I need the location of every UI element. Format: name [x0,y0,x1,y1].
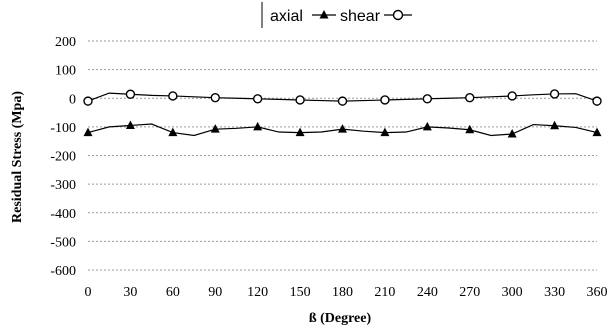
y-tick-label: -300 [50,178,76,193]
data-point-shear [168,91,178,101]
x-axis-title: ß (Degree) [309,311,372,326]
grid-lines [88,40,597,271]
y-tick-label: -600 [50,264,76,279]
data-point-axial [253,121,263,131]
x-tick-label: 90 [208,285,222,300]
y-axis-title: Residual Stress (Mpa) [10,91,25,223]
legend-label-shear: shear [340,8,381,25]
y-tick-label: -500 [50,235,76,250]
data-point-shear [507,91,517,101]
y-tick-label: -100 [50,121,76,136]
data-point-axial [210,124,220,133]
legend: axial shear [261,2,412,28]
data-point-axial [125,120,135,129]
x-tick-label: 210 [374,285,395,300]
data-point-shear [295,95,305,105]
data-point-shear [252,94,263,104]
data-point-axial [550,120,560,130]
y-tick-labels: 200 100 0 -100 -200 -300 -400 -500 -600 [50,35,76,279]
data-point-shear [465,92,475,103]
x-tick-label: 300 [502,285,523,300]
legend-circle-marker [392,9,404,21]
data-point-axial [380,127,390,137]
x-tick-label: 360 [587,285,608,300]
data-point-axial [338,124,347,133]
data-point-shear [422,94,433,104]
legend-triangle-marker [319,10,329,19]
y-tick-label: 200 [55,35,76,50]
data-point-shear [125,89,136,99]
data-point-axial [295,127,305,137]
data-point-axial [422,121,432,131]
x-tick-label: 180 [332,285,353,300]
y-tick-label: 0 [69,92,76,107]
series-lines [83,89,602,138]
x-tick-label: 0 [85,285,92,300]
data-point-axial [168,127,178,137]
x-tick-label: 60 [166,285,180,300]
legend-marker-axial [312,10,336,19]
data-point-axial [465,124,475,134]
x-tick-label: 120 [247,285,268,300]
data-point-axial [83,127,93,137]
x-tick-label: 150 [290,285,311,300]
data-point-axial [592,127,602,137]
data-point-axial [507,129,517,138]
legend-marker-shear [384,9,412,21]
legend-label-axial: axial [270,8,303,25]
x-tick-label: 330 [544,285,565,300]
data-point-shear [210,92,220,103]
x-tick-label: 270 [459,285,480,300]
x-tick-label: 240 [417,285,438,300]
y-tick-label: -200 [50,150,76,165]
data-point-shear [592,96,602,106]
y-tick-label: -400 [50,207,76,222]
x-tick-label: 30 [123,285,137,300]
data-point-shear [83,96,93,106]
data-point-shear [337,96,348,106]
data-point-shear [380,95,390,105]
y-tick-label: 100 [55,64,76,79]
data-point-shear [549,89,560,99]
x-tick-labels: 0 30 60 90 120 150 180 210 240 270 300 330 360 [85,285,608,300]
